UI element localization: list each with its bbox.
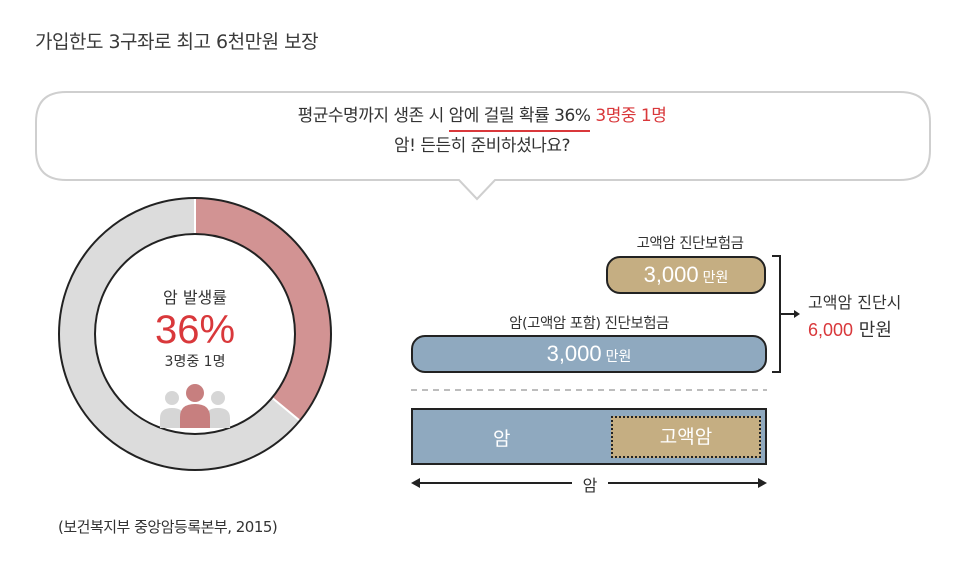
cancer-label: 암(고액암 포함) 진단보험금 — [509, 316, 669, 332]
high-grade-coverage-box: 고액암 — [611, 416, 761, 458]
donut-sub: 3명중 1명 — [164, 354, 226, 370]
bubble-highlight: 3명중 1명 — [595, 106, 667, 126]
high-grade-amount: 3,000 — [643, 262, 699, 287]
cancer-unit: 만원 — [605, 349, 632, 365]
people-group-icon — [160, 384, 230, 428]
cancer-amount-pill: 3,000 만원 — [411, 335, 767, 373]
donut-outer-border — [58, 197, 332, 471]
total-label: 고액암 진단시 — [808, 293, 902, 312]
cancer-coverage-label: 암 — [493, 428, 511, 450]
high-grade-amount-pill: 3,000 만원 — [606, 256, 766, 294]
bubble-underlined-text: 암에 걸릴 확률 36% — [448, 106, 591, 132]
speech-bubble-outline — [35, 91, 931, 201]
donut-slice-cancer — [194, 198, 331, 421]
total-unit: 만원 — [858, 320, 892, 341]
axis-label: 암 — [572, 472, 608, 496]
donut-center: 암 발생률 36% 3명중 1명 — [115, 288, 275, 372]
cancer-amount: 3,000 — [546, 341, 602, 366]
total-bracket — [772, 255, 781, 373]
bracket-arrow-head — [794, 310, 800, 318]
axis-arrow-right — [758, 478, 767, 488]
high-grade-label: 고액암 진단보험금 — [636, 236, 744, 252]
total-value: 6,000 만원 — [808, 316, 892, 342]
donut-label: 암 발생률 — [163, 288, 227, 307]
source-note: (보건복지부 중앙암등록본부, 2015) — [58, 518, 278, 536]
high-grade-unit: 만원 — [702, 270, 729, 286]
page-title: 가입한도 3구좌로 최고 6천만원 보장 — [35, 31, 319, 53]
axis-arrow-left — [411, 478, 420, 488]
bubble-message: 평균수명까지 생존 시 암에 걸릴 확률 36% 3명중 1명 암! 든든히 준… — [38, 102, 926, 160]
donut-percent: 36% — [154, 308, 236, 352]
bubble-question: 암! 든든히 준비하셨나요? — [393, 136, 571, 156]
donut-inner-border — [94, 233, 296, 435]
total-amount: 6,000 — [808, 320, 854, 340]
donut-separator — [271, 396, 301, 422]
cancer-coverage-box: 암 고액암 — [411, 408, 767, 465]
bubble-prefix: 평균수명까지 생존 시 — [297, 106, 445, 126]
